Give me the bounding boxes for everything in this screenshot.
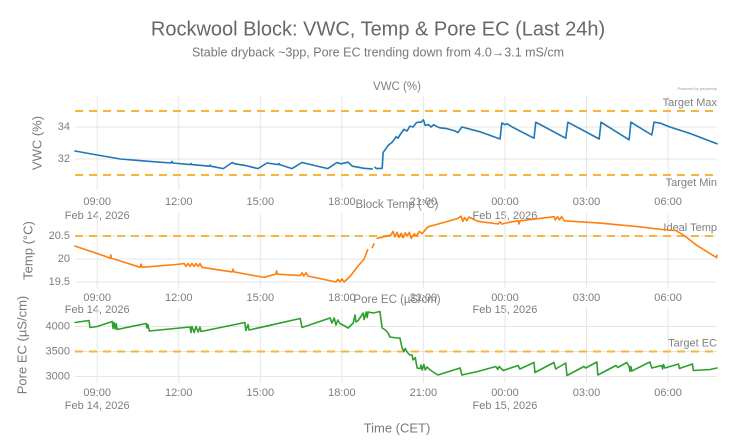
x-tick-label: 21:00 xyxy=(410,196,438,208)
reference-line-label: Target Min xyxy=(666,177,717,189)
x-tick-label: 21:00 xyxy=(410,387,438,399)
chart-subtitle: Stable dryback ~3pp, Pore EC trending do… xyxy=(192,45,564,59)
x-tick-label: 03:00 xyxy=(573,196,601,208)
reference-line-label: Ideal Temp xyxy=(663,222,717,234)
temp-series-line xyxy=(371,243,375,249)
y-tick-label: 3500 xyxy=(46,345,70,357)
y-tick-label: 20 xyxy=(58,253,70,265)
x-tick-label: 21:00 xyxy=(410,292,438,304)
x-tick-label: 03:00 xyxy=(573,387,601,399)
x-tick-label: 06:00 xyxy=(654,387,682,399)
vwc-series-line xyxy=(374,119,718,170)
x-tick-label: 09:00 xyxy=(83,196,111,208)
x-tick-label: 03:00 xyxy=(573,292,601,304)
subplot-title: Block Temp (°C) xyxy=(356,199,439,211)
x-tick-label: 12:00 xyxy=(165,196,193,208)
x-tick-label: 15:00 xyxy=(247,387,275,399)
y-tick-label: 3000 xyxy=(46,370,70,382)
temp-series-line xyxy=(74,245,369,283)
x-tick-label: 15:00 xyxy=(247,196,275,208)
y-tick-label: 32 xyxy=(58,153,70,165)
x-tick-label: 12:00 xyxy=(165,292,193,304)
y-tick-label: 19.5 xyxy=(49,276,70,288)
subplot-title: VWC (%) xyxy=(373,81,421,93)
x-tick-label: 15:00 xyxy=(247,292,275,304)
x-tick-label: 00:00 xyxy=(491,387,519,399)
x-tick-date-label: Feb 15, 2026 xyxy=(473,400,538,412)
reference-line-label: Target EC xyxy=(668,337,717,349)
pore-ec-series-line xyxy=(74,310,718,377)
temp-series-line xyxy=(376,215,718,259)
vwc-series-line xyxy=(74,150,374,170)
x-tick-label: 09:00 xyxy=(83,292,111,304)
x-tick-label: 06:00 xyxy=(654,196,682,208)
x-axis-title: Time (CET) xyxy=(364,420,431,435)
perplexity-watermark: Powered by perplexity xyxy=(678,86,717,91)
y-axis-title: VWC (%) xyxy=(29,116,44,170)
x-tick-label: 09:00 xyxy=(83,387,111,399)
y-tick-label: 4000 xyxy=(46,320,70,332)
y-tick-label: 20.5 xyxy=(49,230,70,242)
x-tick-label: 00:00 xyxy=(491,196,519,208)
y-axis-title: Temp (°C) xyxy=(20,221,35,280)
y-axis-title: Pore EC (µS/cm) xyxy=(14,296,29,395)
subplot-title: Pore EC (µS/cm) xyxy=(353,294,440,306)
x-tick-date-label: Feb 14, 2026 xyxy=(65,400,130,412)
chart-title: Rockwool Block: VWC, Temp & Pore EC (Las… xyxy=(151,18,605,40)
x-tick-label: 06:00 xyxy=(654,292,682,304)
x-tick-label: 18:00 xyxy=(328,387,356,399)
x-tick-label: 00:00 xyxy=(491,292,519,304)
x-tick-label: 12:00 xyxy=(165,387,193,399)
x-tick-label: 18:00 xyxy=(328,196,356,208)
x-tick-label: 18:00 xyxy=(328,292,356,304)
reference-line-label: Target Max xyxy=(663,97,718,109)
y-tick-label: 34 xyxy=(58,121,70,133)
